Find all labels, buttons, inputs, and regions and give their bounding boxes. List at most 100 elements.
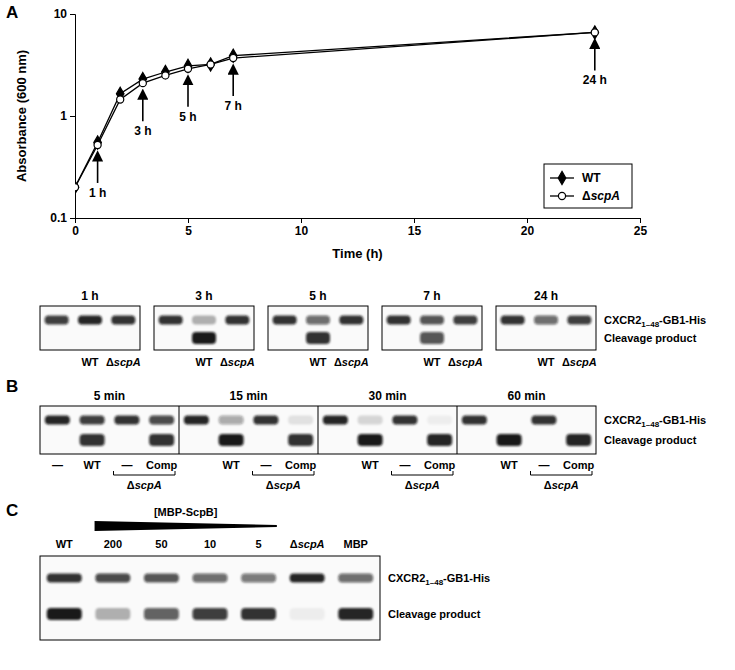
blot-band <box>338 574 373 583</box>
x-tick: 15 <box>408 218 422 238</box>
y-axis: 0.1110 <box>50 7 75 225</box>
blot-time-label: 7 h <box>423 289 440 303</box>
legend-label: ΔscpA <box>582 189 620 203</box>
y-tick-label: 1 <box>60 109 67 123</box>
blot-band <box>273 332 297 344</box>
band-label-full: CXCR21–48-GB1-His <box>604 414 706 429</box>
blot-divider <box>179 406 180 454</box>
x-tick: 25 <box>634 218 648 238</box>
lane-label: WT <box>81 356 98 368</box>
legend: WT ΔscpA <box>544 164 632 208</box>
annotation-arrow <box>97 156 99 183</box>
band-label-sub: 1–48 <box>425 578 443 587</box>
blot-band <box>253 416 278 425</box>
x-tick-label: 25 <box>634 224 648 238</box>
lane-label: 200 <box>104 538 122 550</box>
lane-label: WT <box>362 459 379 471</box>
x-tick-mark <box>414 218 415 223</box>
x-tick: 0 <box>72 218 79 238</box>
y-tick-mark <box>70 14 75 15</box>
blot-band <box>80 434 105 446</box>
blot-band <box>420 332 444 344</box>
lane-label: WT <box>84 459 101 471</box>
y-tick-mark <box>70 116 75 117</box>
x-axis: 0510152025 <box>72 218 647 238</box>
blot-band <box>111 332 135 344</box>
band-label-sub: 1–48 <box>641 420 659 429</box>
blot-band <box>427 434 452 446</box>
band-label-full: CXCR21–48-GB1-His <box>388 572 490 587</box>
blot-band <box>453 316 477 325</box>
x-tick-label: 15 <box>408 224 422 238</box>
lane-label: WT <box>537 356 554 368</box>
blot-band <box>225 316 249 325</box>
blot-band <box>323 434 348 446</box>
blot-band <box>219 434 244 446</box>
blot-band <box>253 434 278 446</box>
x-tick-label: 5 <box>185 224 192 238</box>
blot-band <box>45 416 70 425</box>
series-line <box>75 32 595 187</box>
band-label-part: CXCR2 <box>604 414 641 426</box>
lane-label: WT <box>195 356 212 368</box>
blot-band <box>78 332 102 344</box>
blot-band <box>144 574 179 583</box>
series-point <box>230 54 237 61</box>
blot-band <box>427 416 452 425</box>
blot-band <box>501 316 525 325</box>
series-point <box>229 49 237 62</box>
blot-band <box>339 316 363 325</box>
series-point <box>117 96 124 103</box>
gradient-label: [MBP-ScpB] <box>154 506 218 518</box>
blot-band <box>225 332 249 344</box>
blot-band <box>47 574 82 583</box>
lane-label: — <box>52 459 63 471</box>
x-tick: 20 <box>521 218 535 238</box>
y-axis-line <box>70 15 76 219</box>
blot-band <box>358 434 383 446</box>
blot-band <box>184 434 209 446</box>
band-label-full: CXCR21–48-GB1-His <box>604 314 706 329</box>
blot-band <box>531 416 556 425</box>
blot-band <box>144 608 179 620</box>
blot-band <box>95 608 130 620</box>
series-point <box>139 80 146 87</box>
x-tick-mark <box>640 218 641 223</box>
blot-time-label: 5 h <box>309 289 326 303</box>
blot-band <box>392 434 417 446</box>
x-tick: 5 <box>185 218 192 238</box>
band-label-cleavage: Cleavage product <box>604 332 697 344</box>
blot-band <box>192 332 216 344</box>
plot-data <box>75 26 599 194</box>
blot-band <box>567 332 591 344</box>
blot-band <box>193 608 228 620</box>
lane-label: Comp <box>563 459 594 471</box>
blot-band <box>290 574 325 583</box>
blot-band <box>273 316 297 325</box>
panel-label: A <box>6 3 18 22</box>
bracket-label: ΔscpA <box>544 479 579 491</box>
panel-label: C <box>6 501 18 520</box>
blot-band <box>462 416 487 425</box>
blot-band <box>288 434 313 446</box>
legend-label: WT <box>582 171 601 185</box>
y-tick-label: 10 <box>54 7 68 21</box>
annotation-label: 7 h <box>225 99 242 113</box>
blot-band <box>114 434 139 446</box>
lane-label: ΔscpA <box>106 356 141 368</box>
lane-label: WT <box>223 459 240 471</box>
band-label-part: -GB1-His <box>659 414 706 426</box>
blot-band <box>338 608 373 620</box>
blot-band <box>290 608 325 620</box>
blot-band <box>387 316 411 325</box>
lane-bracket <box>253 471 315 475</box>
legend-symbol <box>558 171 566 184</box>
y-tick: 1 <box>60 109 75 123</box>
blot-frame <box>154 306 254 350</box>
lane-label: Comp <box>424 459 455 471</box>
lane-label: ΔscpA <box>448 356 483 368</box>
lane-label: Comp <box>285 459 316 471</box>
series-point <box>162 65 170 78</box>
series-point <box>94 136 102 149</box>
blot-band <box>566 416 591 425</box>
